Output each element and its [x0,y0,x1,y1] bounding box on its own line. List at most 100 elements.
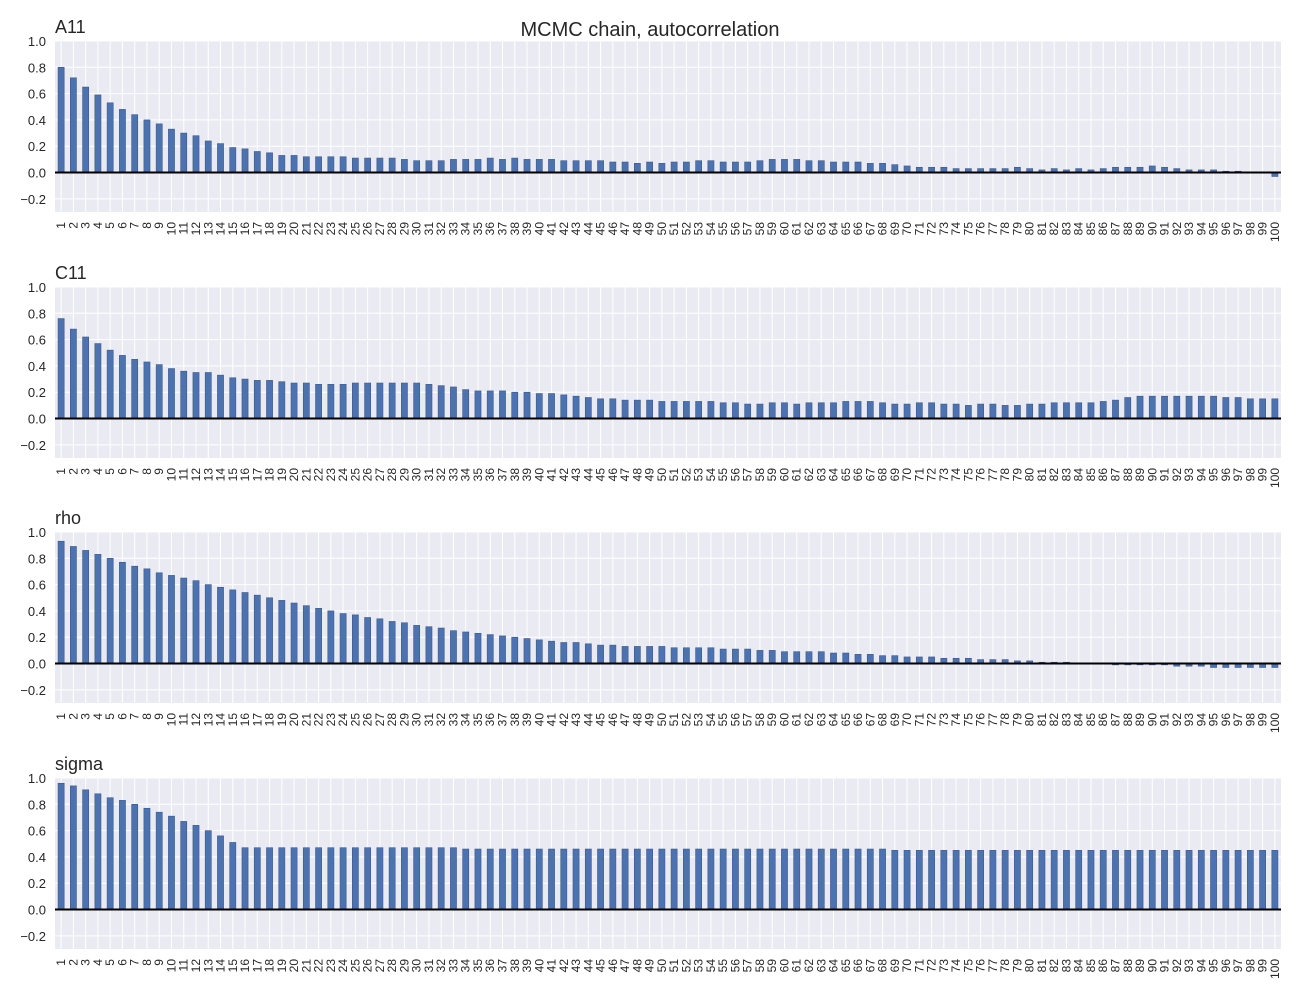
x-tick-label: 44 [581,222,595,236]
x-tick-label: 77 [986,222,1000,236]
bar [302,847,310,910]
x-tick-label: 18 [263,222,277,236]
bar [290,155,298,173]
x-tick-label: 83 [1059,959,1073,973]
x-tick-label: 69 [888,222,902,236]
x-tick-label: 1 [54,959,68,966]
x-tick-label: 12 [189,959,203,973]
x-tick-label: 93 [1182,222,1196,236]
x-tick-label: 42 [557,713,571,727]
bar [793,651,801,664]
bar [523,159,531,173]
x-tick-label: 49 [643,959,657,973]
x-tick-label: 15 [226,222,240,236]
x-tick-label: 61 [790,713,804,727]
x-tick-label: 81 [1035,468,1049,482]
x-tick-label: 57 [741,468,755,482]
x-tick-label: 38 [508,713,522,727]
x-tick-label: 47 [618,222,632,236]
bar [131,359,139,419]
x-tick-label: 23 [324,959,338,973]
bar [891,164,899,173]
bar [781,402,788,419]
x-tick-label: 76 [974,222,988,236]
x-tick-label: 22 [312,713,326,727]
y-tick-label: 0.6 [28,824,46,839]
x-tick-label: 37 [495,713,509,727]
x-tick-label: 2 [66,468,80,475]
bar [413,625,421,664]
x-tick-label: 95 [1207,713,1221,727]
bar [155,364,163,419]
bar [548,159,555,173]
x-tick-label: 31 [422,468,436,482]
x-tick-label: 24 [336,959,350,973]
x-tick-label: 43 [569,713,583,727]
bar [1271,850,1279,910]
x-tick-label: 73 [937,713,951,727]
x-tick-label: 88 [1121,959,1135,973]
x-tick-label: 24 [336,222,350,236]
x-tick-label: 35 [471,959,485,973]
x-tick-label: 13 [201,222,215,236]
bar [339,384,347,419]
x-tick-label: 1 [54,713,68,720]
x-tick-label: 25 [348,222,362,236]
x-tick-label: 55 [716,222,730,236]
bar [388,382,396,419]
bar [756,650,764,664]
x-tick-label: 96 [1219,713,1233,727]
x-tick-label: 70 [900,222,914,236]
y-tick-label: 0.8 [28,551,46,566]
x-tick-label: 89 [1133,468,1147,482]
panel-title: C11 [55,263,87,283]
x-tick-label: 21 [299,222,313,236]
bar [119,355,126,419]
x-tick-label: 5 [103,222,117,229]
x-tick-label: 52 [679,959,693,973]
bar [695,848,703,910]
x-tick-label: 3 [79,222,93,229]
bar [155,811,163,910]
x-tick-label: 60 [777,713,791,727]
x-tick-label: 97 [1231,959,1245,973]
x-tick-label: 97 [1231,468,1245,482]
y-tick-label: 0.8 [28,60,46,75]
bar [425,626,433,664]
x-tick-label: 8 [140,222,154,229]
x-tick-label: 66 [851,222,865,236]
x-tick-label: 89 [1133,713,1147,727]
x-tick-label: 15 [226,713,240,727]
x-tick-label: 61 [790,468,804,482]
x-tick-label: 47 [618,959,632,973]
bar [732,161,739,173]
bar [940,850,948,910]
x-tick-label: 67 [863,222,877,236]
x-tick-label: 70 [900,959,914,973]
x-tick-label: 51 [667,468,681,482]
x-tick-label: 94 [1194,713,1208,727]
x-tick-label: 95 [1207,222,1221,236]
bar [1050,850,1058,910]
x-tick-label: 3 [79,468,93,475]
x-tick-label: 80 [1023,468,1037,482]
x-tick-label: 2 [66,222,80,229]
x-tick-label: 65 [839,222,853,236]
x-tick-label: 10 [164,468,178,482]
bar [609,161,617,173]
x-tick-label: 66 [851,468,865,482]
x-tick-label: 79 [1010,468,1024,482]
y-tick-label: 0.4 [28,604,46,619]
bar [695,160,703,173]
x-tick-label: 3 [79,959,93,966]
x-tick-label: 59 [765,222,779,236]
x-tick-label: 33 [446,713,460,727]
x-tick-label: 6 [115,222,129,229]
x-tick-label: 88 [1121,468,1135,482]
bar [572,642,580,664]
x-tick-label: 4 [91,468,105,475]
bar [413,847,421,910]
bar [204,372,212,419]
bar [1038,850,1046,910]
